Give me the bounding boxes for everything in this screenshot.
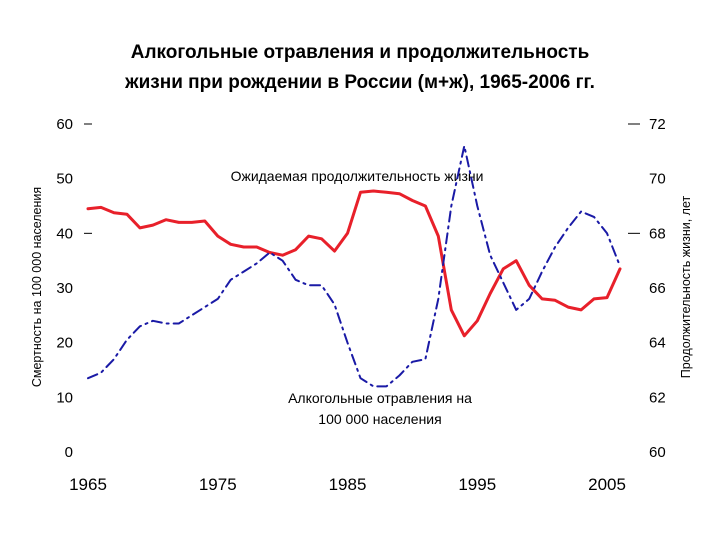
right-tick-label: 72: [649, 116, 666, 133]
x-tick-label: 1985: [329, 475, 367, 494]
right-tick-label: 66: [649, 280, 666, 297]
chart-title-line2: жизни при рождении в России (м+ж), 1965-…: [124, 72, 595, 93]
x-tick-label: 2005: [588, 475, 626, 494]
x-tick-label: 1965: [69, 475, 107, 494]
chart-title-line1: Алкогольные отравления и продолжительнос…: [131, 42, 590, 63]
left-y-axis: 0 10 20 30 40 50 60: [56, 116, 92, 461]
x-tick-label: 1995: [458, 475, 496, 494]
y-axis-label-right: Продолжительность жизни, лет: [679, 196, 693, 379]
left-tick-label: 30: [56, 280, 73, 297]
right-tick-label: 68: [649, 225, 666, 242]
right-tick-label: 60: [649, 444, 666, 461]
left-tick-label: 60: [56, 116, 73, 133]
left-tick-label: 50: [56, 171, 73, 188]
life-expectancy-line: [86, 189, 622, 338]
life-expectancy-annotation: Ожидаемая продолжительность жизни: [231, 168, 484, 184]
x-axis: 1965 1975 1985 1995 2005: [69, 475, 626, 494]
x-tick-label: 1975: [199, 475, 237, 494]
alcohol-annotation-line1: Алкогольные отравления на: [288, 390, 472, 406]
y-axis-label-left: Смертность на 100 000 населения: [30, 187, 44, 387]
alcohol-annotation-line2: 100 000 населения: [318, 411, 441, 427]
alcohol-poisoning-line: [87, 144, 621, 388]
left-tick-label: 10: [56, 389, 73, 406]
left-tick-label: 0: [65, 444, 73, 461]
left-tick-label: 20: [56, 335, 73, 352]
right-y-axis: 60 62 64 66 68 70 72: [628, 116, 666, 461]
right-tick-label: 62: [649, 389, 666, 406]
left-tick-label: 40: [56, 225, 73, 242]
series-layer: [86, 144, 622, 388]
right-tick-label: 64: [649, 335, 666, 352]
right-tick-label: 70: [649, 171, 666, 188]
